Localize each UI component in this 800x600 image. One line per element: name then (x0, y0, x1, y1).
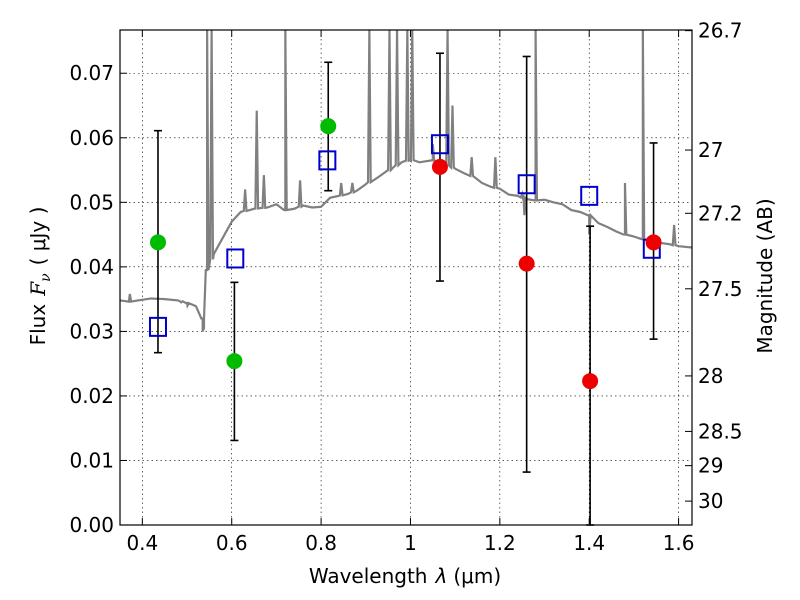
y-tick-label: 0.02 (69, 384, 114, 408)
y-tick-label: 0.04 (69, 255, 114, 279)
y2-tick-label: 28.5 (698, 419, 743, 443)
x-axis-label: Wavelength λ (μm) (309, 564, 501, 588)
x-tick-label: 1 (404, 531, 417, 555)
marker-layer (148, 118, 662, 390)
y2-tick-label: 27.5 (698, 277, 743, 301)
spectrum-layer (120, 30, 692, 332)
spectrum-line (120, 30, 692, 332)
data-point (320, 118, 337, 135)
y-axis-symbol: F (26, 281, 50, 297)
y2-axis-label: Magnitude (AB) (753, 198, 777, 353)
x-axis-label-text: Wavelength (309, 564, 428, 588)
model-square (580, 185, 599, 206)
y-tick-label: 0.06 (69, 126, 114, 150)
y-tick-label: 0.05 (69, 190, 114, 214)
x-axis-symbol: λ (435, 564, 448, 588)
y2-tick-label: 28 (698, 364, 723, 388)
y-tick-label: 0.00 (69, 513, 114, 537)
model-square (318, 150, 337, 171)
model-square (517, 174, 536, 195)
data-point (431, 158, 448, 175)
x-tick-label: 0.8 (305, 531, 337, 555)
data-point (518, 255, 535, 272)
x-tick-label: 0.6 (216, 531, 248, 555)
y2-tick-label: 27.2 (698, 201, 743, 225)
y2-tick-label: 30 (698, 489, 723, 513)
plot-frame (119, 29, 693, 526)
model-square (148, 316, 167, 337)
x-tick-label: 1.2 (484, 531, 516, 555)
model-square (430, 134, 449, 155)
y2-tick-label: 29 (698, 454, 723, 478)
y-tick-label: 0.07 (69, 61, 114, 85)
x-tick-label: 1.4 (573, 531, 605, 555)
model-square (226, 248, 245, 269)
y-tick-label: 0.03 (69, 319, 114, 343)
y-axis-label-text: Flux (26, 304, 50, 346)
x-tick-label: 0.4 (126, 531, 158, 555)
y2-tick-label: 27 (698, 138, 723, 162)
data-point (226, 353, 243, 370)
tick-layer: 0.4 0.6 0.8 1 1.2 1.4 1.6 0.00 0.01 0.02 0.03 0.04 0… (69, 19, 742, 555)
x-tick-label: 1.6 (663, 531, 695, 555)
y-tick-label: 0.01 (69, 448, 114, 472)
y-axis-label: Flux Fν ( μJy ) (26, 207, 54, 346)
x-axis-unit: (μm) (453, 564, 501, 588)
data-point (645, 234, 662, 251)
y2-tick-label: 26.7 (698, 19, 743, 43)
y-axis-symbol-sub: ν (38, 273, 54, 282)
data-point (149, 234, 166, 251)
data-point (582, 373, 599, 390)
y-axis-unit: ( μJy ) (26, 207, 50, 266)
